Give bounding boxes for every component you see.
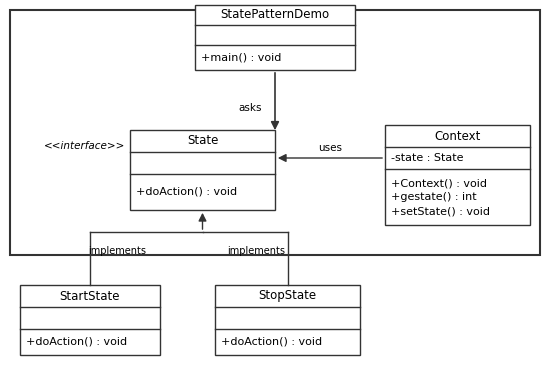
Text: +main() : void: +main() : void — [201, 53, 281, 62]
Bar — [20, 285, 160, 355]
Bar — [130, 130, 275, 210]
Text: +Context() : void: +Context() : void — [391, 178, 487, 188]
Text: uses: uses — [318, 143, 342, 153]
Bar — [10, 10, 540, 255]
Text: +doAction() : void: +doAction() : void — [26, 337, 127, 347]
Text: implements: implements — [227, 247, 286, 257]
Text: Context: Context — [435, 130, 480, 142]
Bar — [195, 5, 355, 70]
Text: State: State — [187, 135, 218, 147]
Text: +gestate() : int: +gestate() : int — [391, 192, 477, 202]
Text: implements: implements — [88, 247, 146, 257]
Text: +doAction() : void: +doAction() : void — [136, 187, 237, 197]
Text: -state : State: -state : State — [391, 153, 464, 163]
Text: <<interface>>: <<interface>> — [44, 141, 125, 151]
Text: StartState: StartState — [60, 289, 120, 303]
Text: StopState: StopState — [258, 289, 316, 303]
Bar — [385, 125, 530, 225]
Text: +setState() : void: +setState() : void — [391, 206, 490, 216]
Bar — [215, 285, 360, 355]
Text: asks: asks — [238, 103, 262, 113]
Text: StatePatternDemo: StatePatternDemo — [221, 9, 330, 22]
Text: +doAction() : void: +doAction() : void — [221, 337, 322, 347]
